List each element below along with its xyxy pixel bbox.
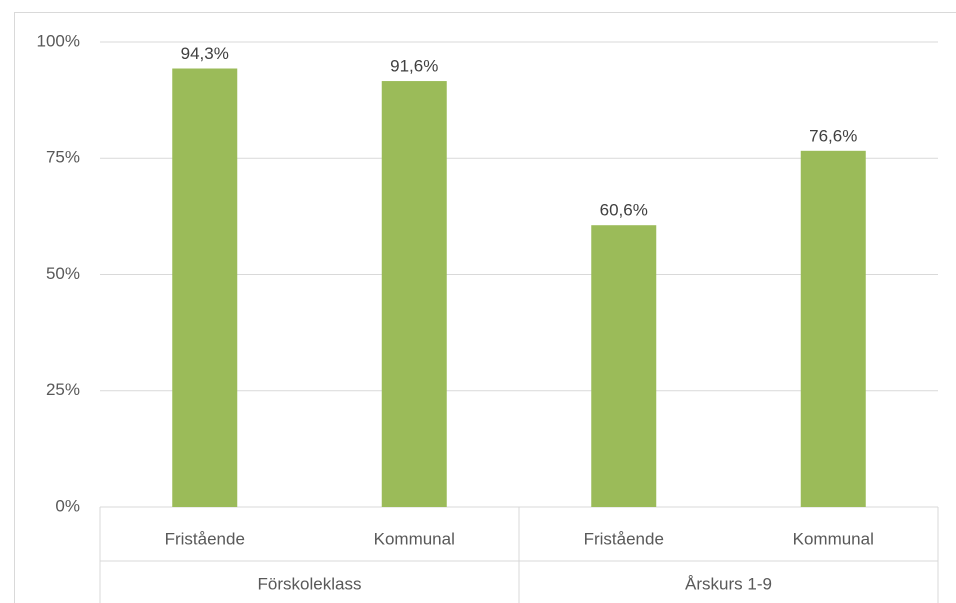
data-label: 94,3% [181, 44, 229, 63]
bar [800, 150, 866, 507]
y-tick-label: 100% [37, 31, 80, 50]
bar [172, 68, 238, 507]
group-label: Årskurs 1-9 [685, 574, 772, 593]
y-tick-label: 0% [55, 496, 80, 515]
x-tick-label: Kommunal [793, 529, 874, 548]
x-tick-label: Fristående [165, 529, 245, 548]
y-tick-label: 75% [46, 148, 80, 167]
data-label: 91,6% [390, 57, 438, 76]
bar [381, 81, 447, 507]
group-label: Förskoleklass [258, 574, 362, 593]
bar [591, 225, 657, 507]
y-tick-label: 50% [46, 264, 80, 283]
x-tick-label: Kommunal [374, 529, 455, 548]
x-tick-label: Fristående [584, 529, 664, 548]
data-label: 76,6% [809, 126, 857, 145]
y-tick-label: 25% [46, 380, 80, 399]
chart-frame [14, 12, 956, 603]
data-label: 60,6% [600, 201, 648, 220]
